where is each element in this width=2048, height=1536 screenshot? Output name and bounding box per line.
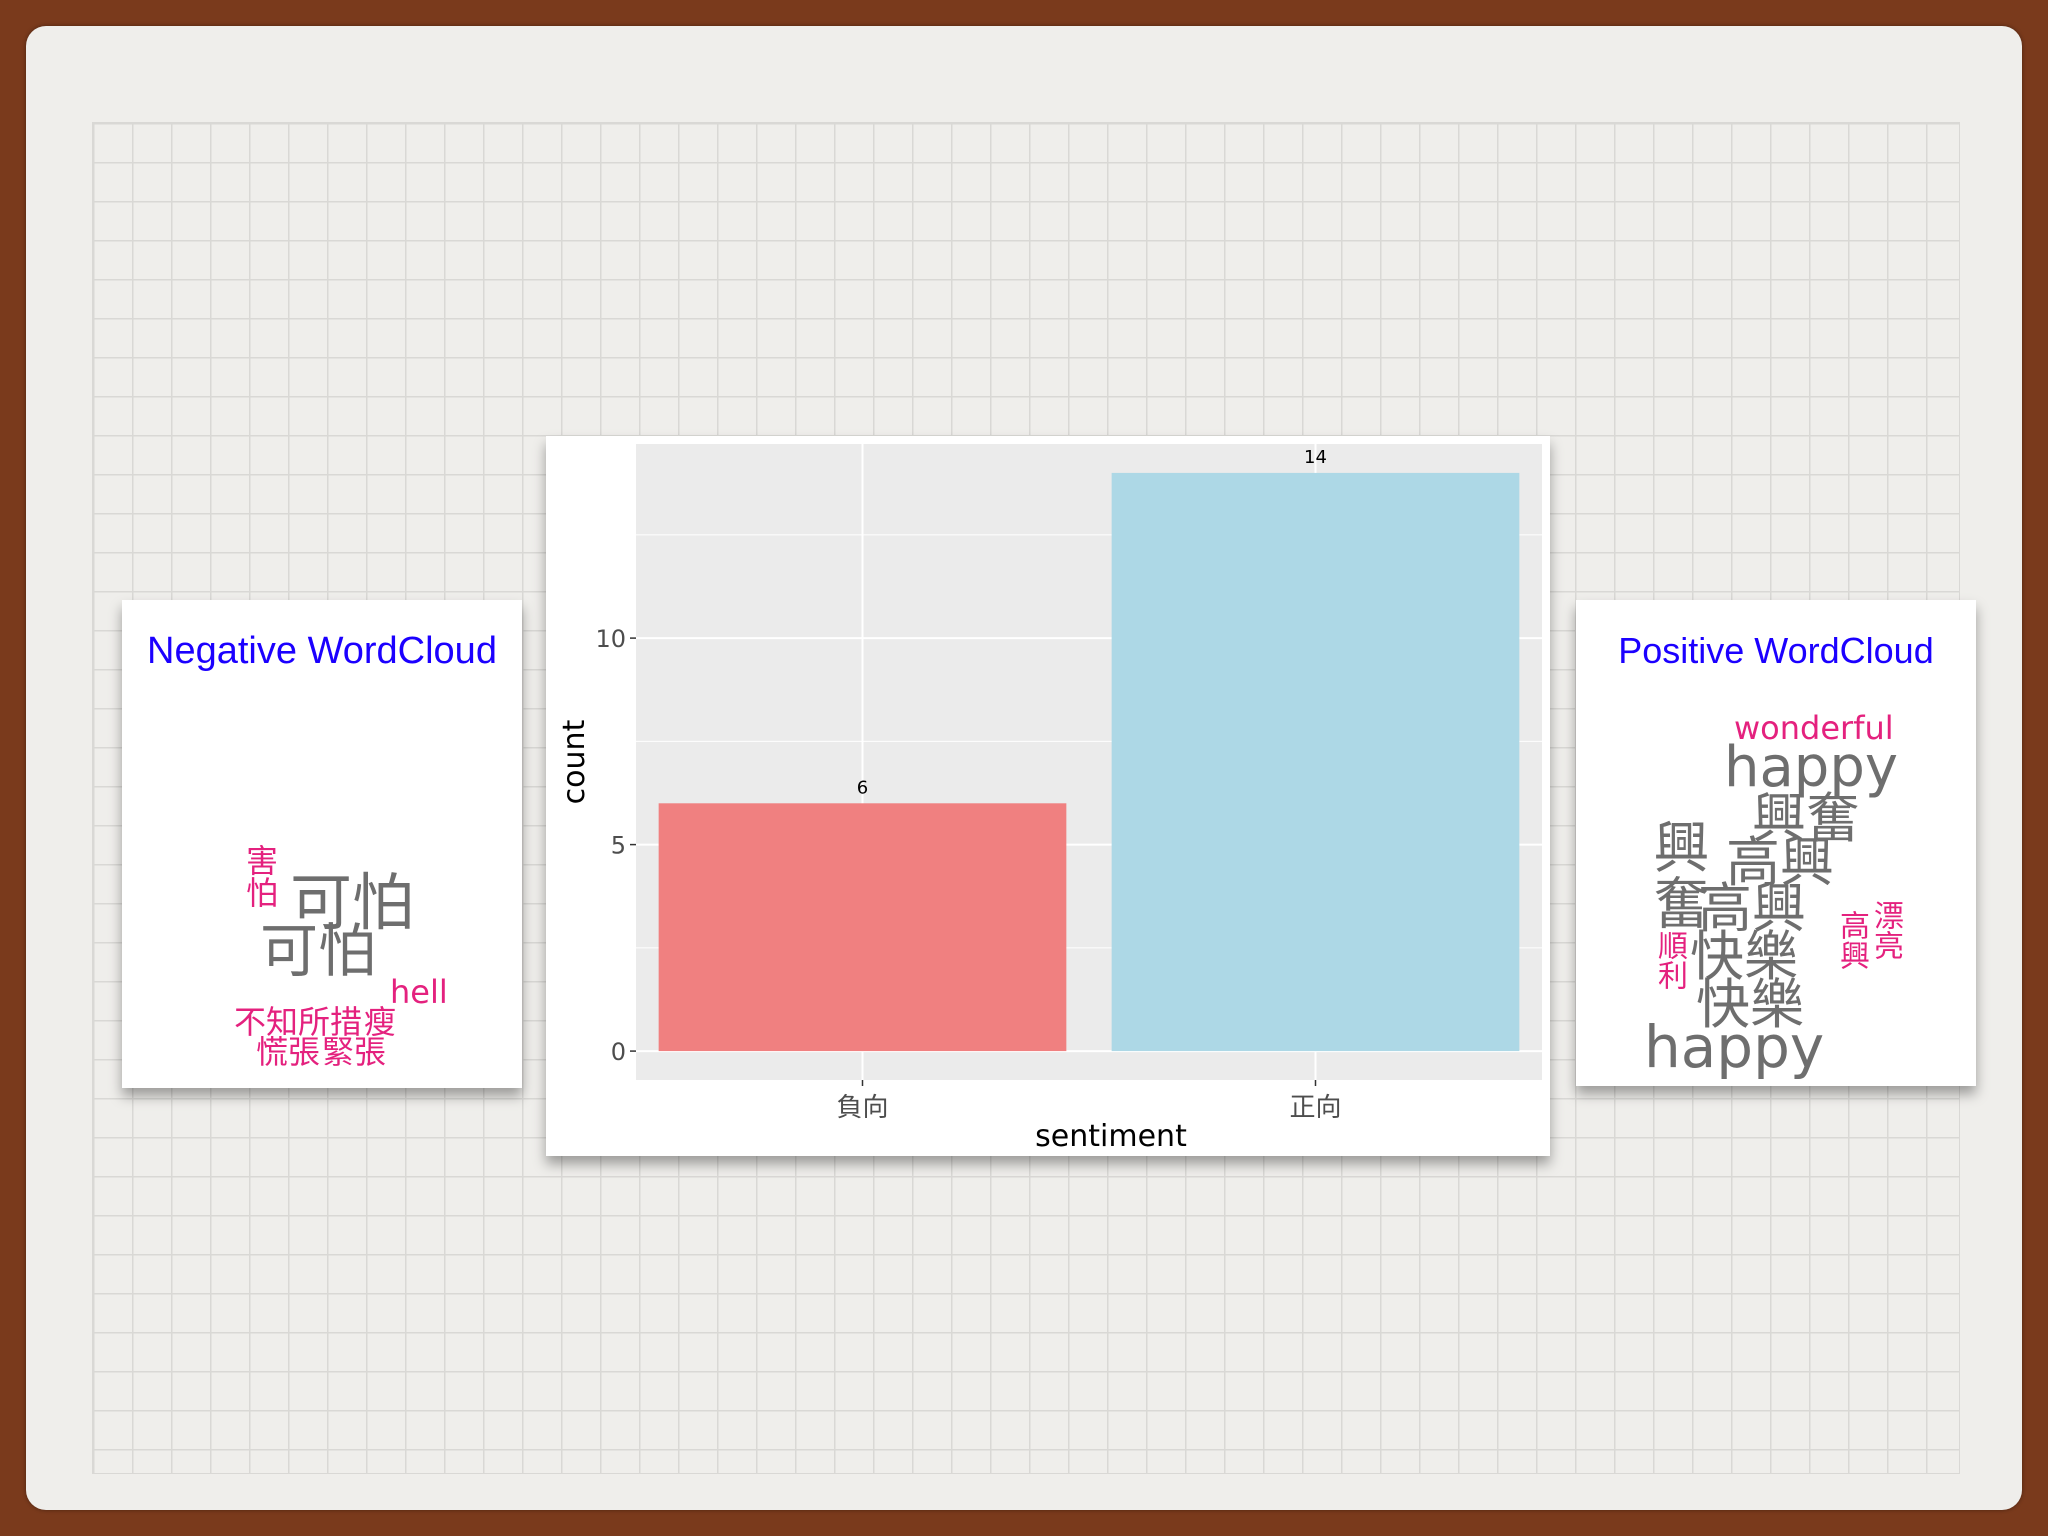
y-tick-label: 0 xyxy=(611,1038,626,1066)
positive-word: wonderful xyxy=(1734,709,1894,747)
negative-wordcloud-card: Negative WordCloud 可怕 可怕 害怕 hell 不知所措 瘦 … xyxy=(122,600,522,1088)
positive-word: happy xyxy=(1644,1013,1825,1081)
bar-0 xyxy=(658,803,1067,1052)
x-tick-label: 負向 xyxy=(836,1093,888,1123)
positive-word: 高興 xyxy=(1834,910,1869,970)
y-tick-label: 10 xyxy=(595,625,626,653)
negative-word: 慌張 xyxy=(256,1033,321,1071)
slide: Negative WordCloud 可怕 可怕 害怕 hell 不知所措 瘦 … xyxy=(26,26,2022,1510)
positive-word: 高興 xyxy=(1726,831,1834,894)
positive-word: 興奮 xyxy=(1644,818,1709,930)
negative-word: 害怕 xyxy=(241,844,279,908)
x-tick-label: 正向 xyxy=(1289,1093,1341,1123)
negative-word: 可怕 xyxy=(260,917,377,985)
negative-word: 瘦 xyxy=(364,1003,397,1041)
bar-1 xyxy=(1111,472,1520,1052)
negative-word: hell xyxy=(390,973,448,1011)
sentiment-bar-chart: 6 14 0 5 10 負向 正向 sentiment count xyxy=(557,444,1542,1154)
positive-word: 快樂 xyxy=(1690,925,1798,988)
negative-word: 可怕 xyxy=(290,866,415,939)
positive-wordcloud-card: Positive WordCloud wonderful happy 興奮 興奮… xyxy=(1576,600,1976,1086)
negative-word: 不知所措 xyxy=(234,1003,363,1041)
chart-bars xyxy=(658,472,1520,1052)
chart-data-labels: 6 14 xyxy=(857,447,1327,798)
negative-word: 緊張 xyxy=(322,1033,387,1071)
y-axis-title: count xyxy=(557,719,592,804)
negative-wordcloud-title: Negative WordCloud xyxy=(147,630,497,672)
sentiment-bar-chart-card: 6 14 0 5 10 負向 正向 sentiment count xyxy=(546,436,1550,1156)
bar-data-label: 6 xyxy=(857,777,868,798)
positive-word: 高興 xyxy=(1698,877,1806,940)
positive-word: 順利 xyxy=(1652,930,1687,990)
positive-word: 漂亮 xyxy=(1868,900,1903,960)
x-axis-title: sentiment xyxy=(1035,1119,1187,1154)
bar-data-label: 14 xyxy=(1304,447,1327,468)
positive-word: happy xyxy=(1724,735,1899,800)
positive-wordcloud-title: Positive WordCloud xyxy=(1618,630,1934,671)
y-tick-label: 5 xyxy=(611,832,626,860)
chart-axes: 0 5 10 負向 正向 xyxy=(595,625,1341,1123)
positive-word: 快樂 xyxy=(1696,973,1804,1036)
positive-word: 興奮 xyxy=(1752,787,1860,850)
